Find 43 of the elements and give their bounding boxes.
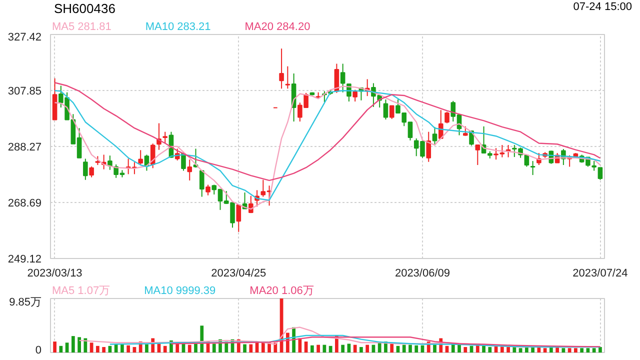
candlestick [285,66,290,90]
text: MA5 281.81 [52,20,112,35]
candlestick [138,150,143,165]
candlestick [340,63,346,93]
text: MA10 9999.39 [144,284,216,299]
candlestick [279,48,284,90]
y-tick-label: 288.27 [8,142,42,154]
text: MA10 283.21 [145,20,211,35]
candlestick [462,126,468,136]
x-tick-label: 2023/06/09 [394,268,450,280]
candlestick [475,144,480,166]
candlestick [206,184,210,196]
text: MA5 1.07万 [52,284,110,299]
candlestick [352,89,358,102]
text: MA20 284.20 [244,20,310,35]
y-tick-label: 307.85 [8,85,42,98]
candlestick [199,170,204,198]
y-tick-label: 0 [35,344,42,356]
x-tick-label: 2023/07/24 [572,268,628,280]
candlestick [598,167,603,180]
candlestick [187,159,192,181]
candlestick [426,131,432,162]
y-tick-label: 249.12 [8,254,42,266]
candlestick [432,126,438,146]
text: 07-24 15:00 [573,0,632,15]
y-tick-label: 268.69 [8,198,42,210]
text: MA20 1.06万 [250,284,314,299]
chart-title: SH600436 [54,0,116,18]
y-tick-label: 9.85万 [9,296,42,308]
x-tick-label: 2023/04/25 [211,268,266,280]
candlestick [383,98,388,120]
candlestick [162,131,168,144]
line-series [54,82,601,182]
y-tick-label: 327.42 [8,32,42,44]
candlestick [389,105,394,120]
candlestick [592,160,596,172]
x-tick-label: 2023/03/13 [27,268,82,280]
candlestick [181,152,186,172]
candlestick [530,160,536,176]
candlestick [89,166,94,178]
candlestick [236,204,242,232]
candlestick [83,158,88,180]
candlestick [444,111,450,124]
